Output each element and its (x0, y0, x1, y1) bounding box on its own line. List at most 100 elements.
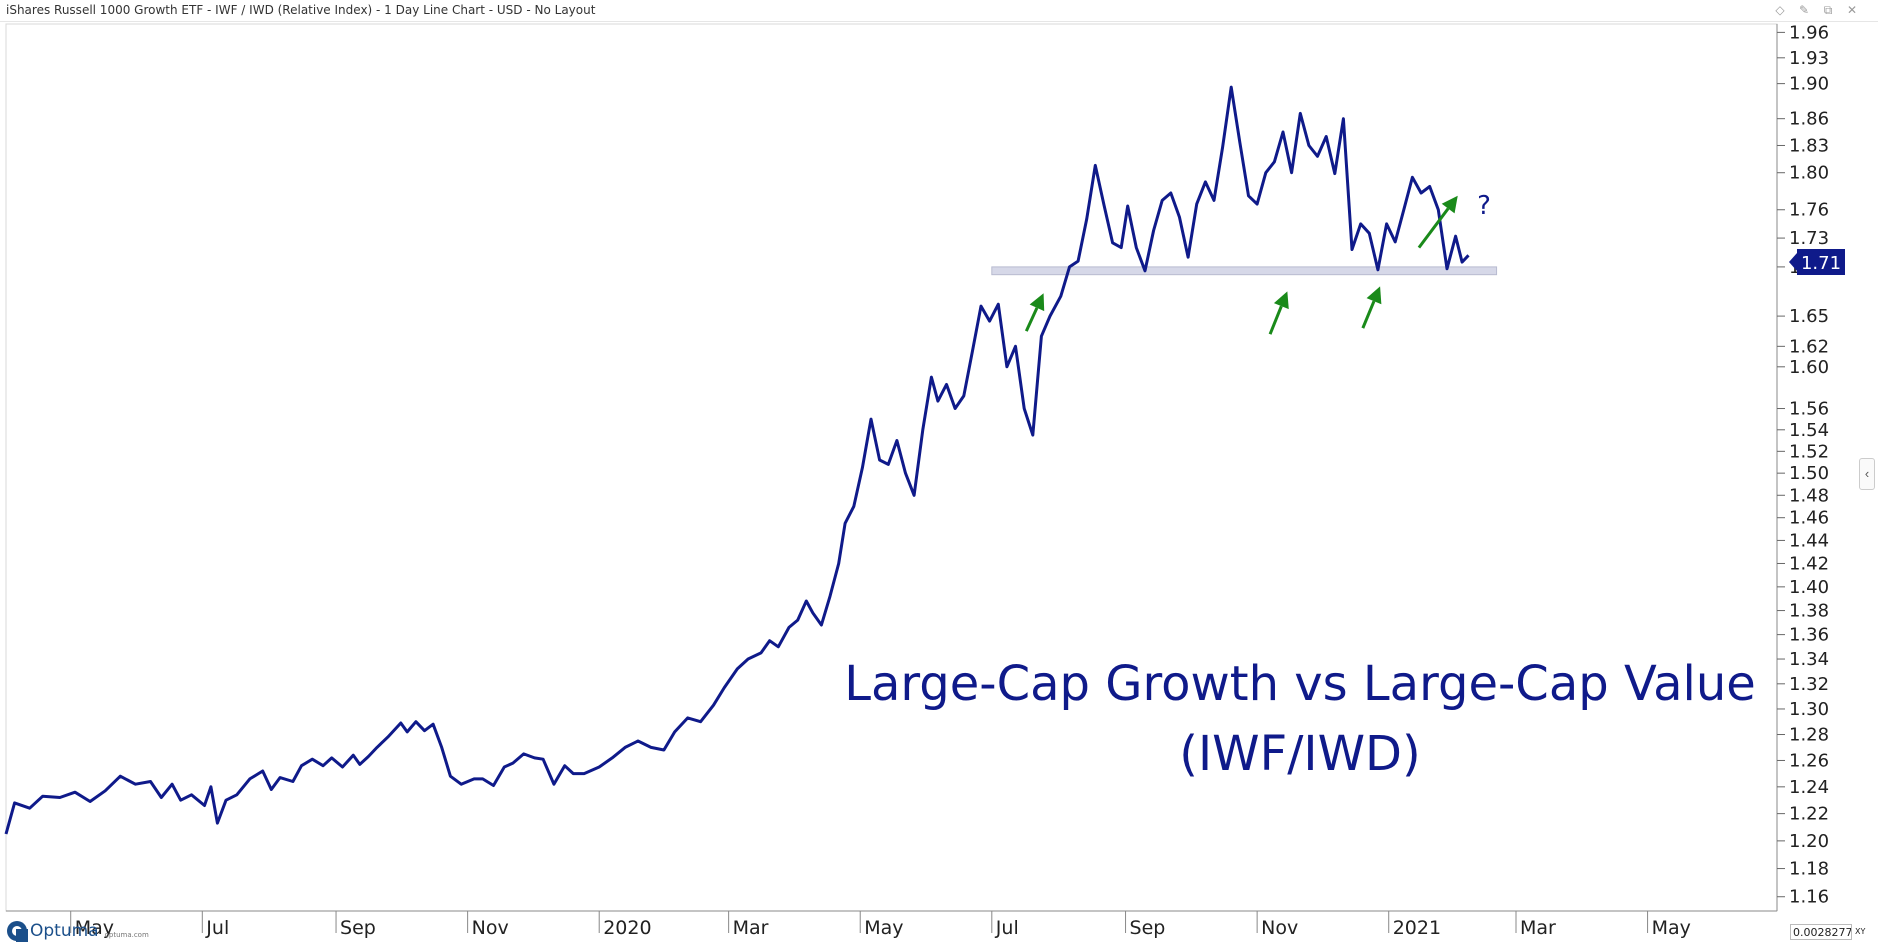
y-tick-label: 1.96 (1789, 22, 1829, 43)
diamond-icon[interactable]: ◇ (1775, 3, 1785, 17)
y-tick: 1.80 (1777, 163, 1829, 184)
chart-annotation-subtitle: (IWF/IWD) (1179, 726, 1420, 782)
arrow-projection (1417, 195, 1458, 249)
x-tick: Sep (1125, 911, 1165, 939)
x-tick-label: May (75, 917, 114, 939)
x-tick-label: Sep (340, 917, 376, 939)
y-tick-label: 1.36 (1789, 625, 1829, 646)
y-tick: 1.40 (1777, 577, 1829, 598)
y-tick: 1.26 (1777, 750, 1829, 771)
y-tick: 1.38 (1777, 601, 1829, 622)
y-tick-label: 1.73 (1789, 228, 1829, 249)
x-tick: 2021 (1388, 911, 1441, 939)
optuma-logo: Optuma optuma.com (6, 919, 149, 943)
y-tick-label: 1.83 (1789, 135, 1829, 156)
pin-icon[interactable]: ✎ (1798, 3, 1810, 17)
last-value-label: 1.71 (1801, 253, 1841, 274)
x-tick: 2020 (598, 911, 652, 939)
y-tick-label: 1.42 (1789, 553, 1829, 574)
side-panel-collapse-button[interactable]: ‹ (1859, 458, 1875, 490)
y-tick-label: 1.76 (1789, 200, 1829, 221)
optuma-logo-icon (7, 921, 28, 942)
optuma-brand-text: Optuma (30, 921, 99, 941)
y-tick: 1.46 (1777, 508, 1829, 529)
y-tick: 1.16 (1777, 887, 1829, 908)
y-tick: 1.56 (1777, 399, 1829, 420)
x-tick-label: Mar (733, 917, 769, 939)
y-tick-label: 1.93 (1789, 48, 1829, 69)
y-tick-label: 1.22 (1789, 804, 1829, 825)
window-title: iShares Russell 1000 Growth ETF - IWF / … (6, 3, 596, 17)
y-tick: 1.30 (1777, 699, 1829, 720)
x-tick: Jul (201, 911, 229, 939)
arrow-nov-2020 (1268, 291, 1289, 335)
y-tick: 1.34 (1777, 649, 1829, 670)
y-tick: 1.52 (1777, 441, 1829, 462)
y-tick-label: 1.80 (1789, 163, 1829, 184)
y-tick-label: 1.86 (1789, 109, 1829, 130)
y-tick: 1.90 (1777, 74, 1829, 95)
y-tick-label: 1.56 (1789, 399, 1829, 420)
x-tick: May (1647, 911, 1691, 939)
y-tick: 1.65 (1777, 306, 1829, 327)
y-tick: 1.73 (1777, 228, 1829, 249)
y-tick-label: 1.34 (1789, 649, 1829, 670)
y-tick-label: 1.60 (1789, 357, 1829, 378)
y-tick-label: 1.54 (1789, 420, 1829, 441)
y-tick: 1.42 (1777, 553, 1829, 574)
y-tick: 1.93 (1777, 48, 1829, 69)
y-tick: 1.54 (1777, 420, 1829, 441)
y-tick: 1.32 (1777, 674, 1829, 695)
y-tick: 1.96 (1777, 22, 1829, 43)
close-icon[interactable]: ✕ (1846, 3, 1858, 17)
y-tick: 1.50 (1777, 463, 1829, 484)
y-tick: 1.48 (1777, 485, 1829, 506)
y-tick-label: 1.18 (1789, 859, 1829, 880)
xy-toggle[interactable]: XY (1855, 927, 1866, 936)
y-tick-label: 1.30 (1789, 699, 1829, 720)
y-tick-label: 1.52 (1789, 441, 1829, 462)
y-tick-label: 1.90 (1789, 74, 1829, 95)
y-tick: 1.36 (1777, 625, 1829, 646)
x-tick: Mar (1515, 911, 1556, 939)
y-tick-label: 1.26 (1789, 750, 1829, 771)
x-tick: Mar (728, 911, 769, 939)
x-tick-label: Mar (1520, 917, 1556, 939)
x-tick: May (859, 911, 904, 939)
y-tick: 1.28 (1777, 725, 1829, 746)
y-tick: 1.62 (1777, 336, 1829, 357)
restore-icon[interactable]: ⧉ (1823, 3, 1833, 17)
arrow-jul-2020 (1024, 293, 1045, 332)
y-tick: 1.86 (1777, 109, 1829, 130)
x-tick: Sep (335, 911, 376, 939)
chart-annotation-title: Large-Cap Growth vs Large-Cap Value (844, 656, 1756, 712)
x-tick-label: 2021 (1393, 917, 1441, 939)
y-tick: 1.20 (1777, 831, 1829, 852)
x-tick-label: Jul (995, 917, 1019, 939)
support-band (991, 266, 1498, 276)
y-tick-label: 1.38 (1789, 601, 1829, 622)
y-tick-label: 1.16 (1789, 887, 1829, 908)
y-tick-label: 1.28 (1789, 725, 1829, 746)
x-tick-label: Nov (472, 917, 509, 939)
y-tick-label: 1.24 (1789, 777, 1829, 798)
x-tick: Nov (1256, 911, 1298, 939)
x-tick: May (70, 911, 114, 939)
x-tick-label: Jul (205, 917, 229, 939)
y-tick: 1.76 (1777, 200, 1829, 221)
x-tick-label: May (864, 917, 903, 939)
y-tick-label: 1.48 (1789, 485, 1829, 506)
x-tick: Jul (991, 911, 1019, 939)
y-tick-label: 1.40 (1789, 577, 1829, 598)
y-tick: 1.60 (1777, 357, 1829, 378)
x-tick-label: May (1652, 917, 1691, 939)
y-tick: 1.18 (1777, 859, 1829, 880)
x-tick-label: Nov (1261, 917, 1298, 939)
x-tick-label: 2020 (603, 917, 651, 939)
crosshair-value-box[interactable]: 0.0028277 (1790, 924, 1852, 940)
series-line-iwf-iwd (4, 85, 1470, 835)
optuma-url: optuma.com (104, 931, 149, 939)
y-tick-label: 1.20 (1789, 831, 1829, 852)
